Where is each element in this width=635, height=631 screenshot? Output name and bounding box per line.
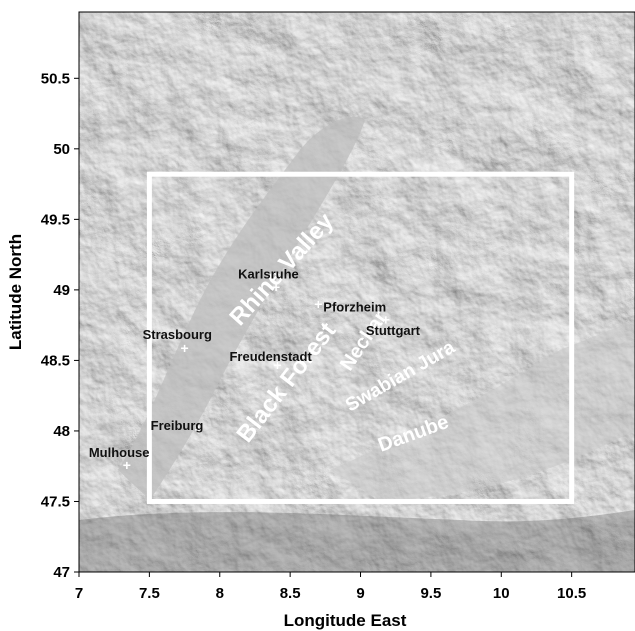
city-marker-icon: + [273,357,281,373]
city-label-karlsruhe: Karlsruhe [238,266,299,281]
city-stuttgart: + Stuttgart [366,312,421,338]
y-tick-label: 49.5 [41,211,70,228]
x-tick-label: 7.5 [139,585,160,602]
y-tick-label: 50 [53,141,70,158]
city-freudenstadt: + Freudenstadt [229,349,312,373]
y-tick-label: 47.5 [41,493,70,510]
rhine-valley-plain [118,116,365,501]
city-pforzheim: + Pforzheim [314,296,386,314]
city-marker-icon: + [382,312,390,328]
y-tick-label: 48.5 [41,352,70,369]
x-tick-label: 10 [493,585,510,602]
city-marker-icon: + [180,340,188,356]
y-tick-label: 49 [53,282,70,299]
city-label-strasbourg: Strasbourg [143,327,212,342]
y-axis-ticks: 47 47.5 48 48.5 49 49.5 50 50.5 [41,70,79,581]
y-axis-title: Latitude North [6,234,25,350]
y-tick-label: 47 [53,564,70,581]
plot-frame [78,11,635,573]
city-label-mulhouse: Mulhouse [89,445,150,460]
x-tick-label: 9 [356,585,364,602]
city-freiburg: + Freiburg [151,418,204,438]
city-karlsruhe: + Karlsruhe [238,266,299,295]
city-strasbourg: + Strasbourg [143,327,212,356]
city-label-stuttgart: Stuttgart [366,323,421,338]
city-label-freudenstadt: Freudenstadt [229,349,312,364]
x-tick-label: 7 [75,585,83,602]
x-tick-label: 10.5 [557,585,586,602]
city-marker-icon: + [123,457,131,473]
danube-plain [330,320,635,500]
x-tick-label: 8.5 [280,585,301,602]
map-plot-area [79,12,635,572]
city-marker-icon: + [314,296,322,312]
city-mulhouse: + Mulhouse [89,445,150,473]
city-marker-icon: + [195,422,203,438]
y-tick-label: 48 [53,423,70,440]
city-marker-icon: + [272,279,280,295]
city-markers: + Karlsruhe + Pforzheim + Stuttgart + St… [89,266,421,472]
study-area-box [146,171,575,504]
x-tick-label: 8 [216,585,224,602]
y-tick-label: 50.5 [41,70,70,87]
x-axis-ticks: 7 7.5 8 8.5 9 9.5 10 10.5 [75,572,586,602]
relief-fine-shading [79,12,635,572]
x-axis-title: Longitude East [284,611,407,630]
city-label-freiburg: Freiburg [151,418,204,433]
alpine-relief [79,510,635,572]
x-tick-label: 9.5 [420,585,441,602]
city-label-pforzheim: Pforzheim [323,299,386,314]
